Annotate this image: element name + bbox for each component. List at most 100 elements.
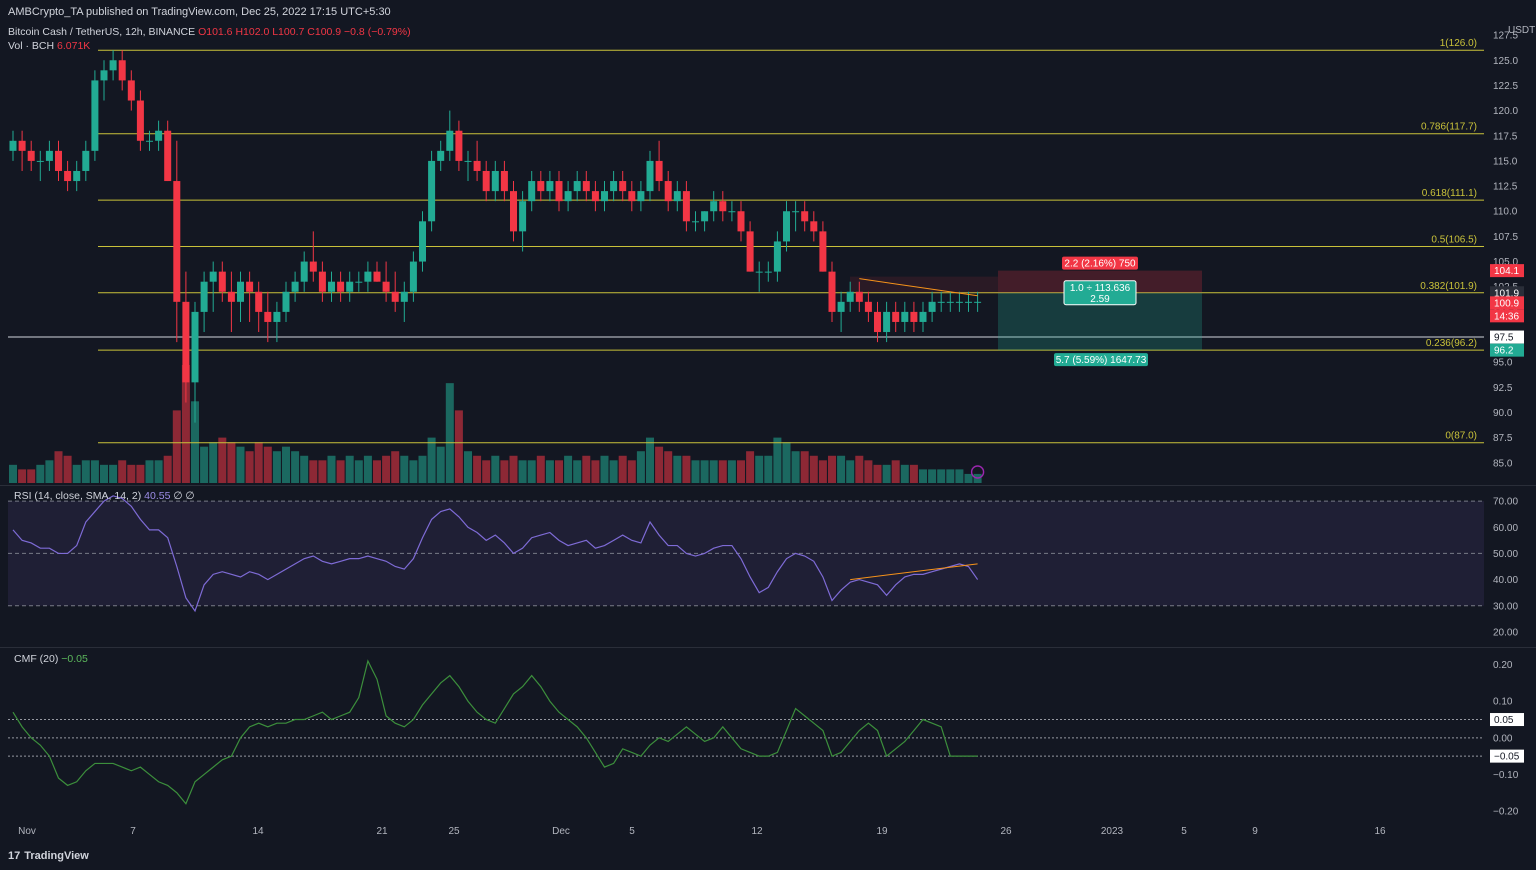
candle-body — [337, 281, 345, 292]
volume-bar — [791, 451, 800, 483]
volume-label: Vol · BCH — [8, 40, 55, 52]
candle-body — [546, 181, 554, 192]
candle-body — [837, 301, 845, 312]
volume-bar — [373, 460, 381, 483]
x-tick-label: 16 — [1374, 826, 1386, 837]
volume-bar — [218, 437, 227, 483]
candle-body — [701, 211, 709, 222]
volume-bar — [473, 455, 482, 483]
fib-level-label: 0.236(96.2) — [1426, 338, 1477, 349]
volume-bar — [673, 455, 682, 483]
candle-body — [919, 311, 927, 322]
candle-body — [773, 241, 781, 272]
volume-bar — [427, 437, 436, 483]
tradingview-logo[interactable]: 17 TradingView — [8, 850, 89, 862]
candle-body — [136, 100, 144, 141]
volume-bar — [636, 451, 645, 483]
x-tick-label: 7 — [130, 826, 136, 837]
candle-body — [955, 301, 963, 303]
candle-body — [18, 140, 26, 151]
x-tick-label: 26 — [1000, 826, 1012, 837]
candle-body — [846, 291, 854, 302]
candle-body — [109, 60, 117, 71]
legend-low: L100.7 — [272, 26, 305, 38]
candle-body — [400, 291, 408, 302]
cmf-tick-label: 0.20 — [1493, 660, 1513, 671]
candle-body — [164, 130, 172, 182]
volume-bar — [518, 460, 527, 483]
candle-body — [82, 150, 90, 171]
volume-bar — [500, 460, 509, 483]
candle-body — [883, 311, 891, 333]
volume-bar — [191, 401, 199, 483]
volume-bar — [809, 455, 818, 483]
price-tick-label: 105.0 — [1493, 257, 1518, 268]
candle-body — [582, 181, 590, 192]
price-badge-bg — [1490, 296, 1524, 310]
candle-body — [364, 271, 372, 282]
volume-bar — [828, 455, 836, 483]
candle-body — [728, 211, 736, 213]
volume-bar — [491, 455, 500, 483]
candle-body — [237, 281, 244, 302]
volume-bar — [318, 460, 327, 483]
price-badge-label: 101.9 — [1494, 288, 1519, 299]
rsi-label: RSI (14, close, SMA, 14, 2) — [14, 490, 142, 502]
volume-bar — [36, 464, 45, 483]
rsi-tick-label: 30.00 — [1493, 601, 1518, 612]
price-badge-bg — [1490, 330, 1524, 344]
volume-bar — [855, 455, 864, 483]
candle-body — [510, 191, 517, 232]
candle-body — [819, 231, 827, 272]
price-tick-label: 107.5 — [1493, 232, 1518, 243]
fib-level-label: 0(87.0) — [1445, 431, 1477, 442]
volume-bar — [254, 442, 263, 483]
volume-bar — [818, 460, 827, 483]
x-tick-label: 2023 — [1101, 826, 1124, 837]
volume-bar — [300, 455, 309, 483]
candle-body — [100, 70, 108, 81]
volume-bar — [600, 455, 609, 483]
candle-body — [391, 291, 399, 302]
candle-body — [273, 311, 281, 322]
volume-bar — [545, 460, 554, 483]
price-tick-label: 110.0 — [1493, 207, 1518, 218]
cmf-tick-label: 0.10 — [1493, 697, 1513, 708]
volume-bar — [236, 446, 245, 483]
price-badge-label: 96.2 — [1494, 346, 1514, 357]
candle-body — [328, 281, 335, 292]
volume-bar — [118, 460, 127, 483]
price-axis-unit: USDT — [1508, 25, 1535, 36]
candle-body — [946, 301, 954, 303]
volume-bar — [464, 451, 472, 483]
volume-bar — [800, 451, 809, 483]
x-tick-label: 25 — [448, 826, 460, 837]
price-tick-label: 87.5 — [1493, 433, 1513, 444]
price-tick-label: 92.5 — [1493, 383, 1513, 394]
volume-bar — [591, 460, 600, 483]
candle-body — [564, 191, 572, 202]
price-tick-label: 127.5 — [1493, 31, 1518, 42]
rsi-tick-label: 60.00 — [1493, 523, 1518, 534]
candle-body — [464, 160, 472, 162]
volume-bar — [764, 455, 773, 483]
price-tick-label: 125.0 — [1493, 56, 1518, 67]
x-tick-label: 14 — [252, 826, 264, 837]
x-tick-label: 5 — [1181, 826, 1187, 837]
cmf-tick-label: −0.20 — [1493, 807, 1519, 818]
candle-body — [928, 301, 936, 312]
price-badge-label: 14:36 — [1494, 311, 1519, 322]
ratio-label-2: 2.59 — [1090, 294, 1110, 305]
candle-body — [346, 281, 354, 292]
volume-bar — [263, 446, 272, 483]
candle-body — [901, 311, 909, 322]
candle-body — [965, 301, 972, 303]
volume-bar — [709, 460, 718, 483]
rsi-tick-label: 70.00 — [1493, 497, 1518, 508]
volume-bar — [90, 460, 99, 483]
candle-body — [182, 301, 190, 383]
candle-body — [64, 170, 72, 182]
candle-body — [482, 170, 490, 192]
candle-body — [974, 301, 982, 303]
